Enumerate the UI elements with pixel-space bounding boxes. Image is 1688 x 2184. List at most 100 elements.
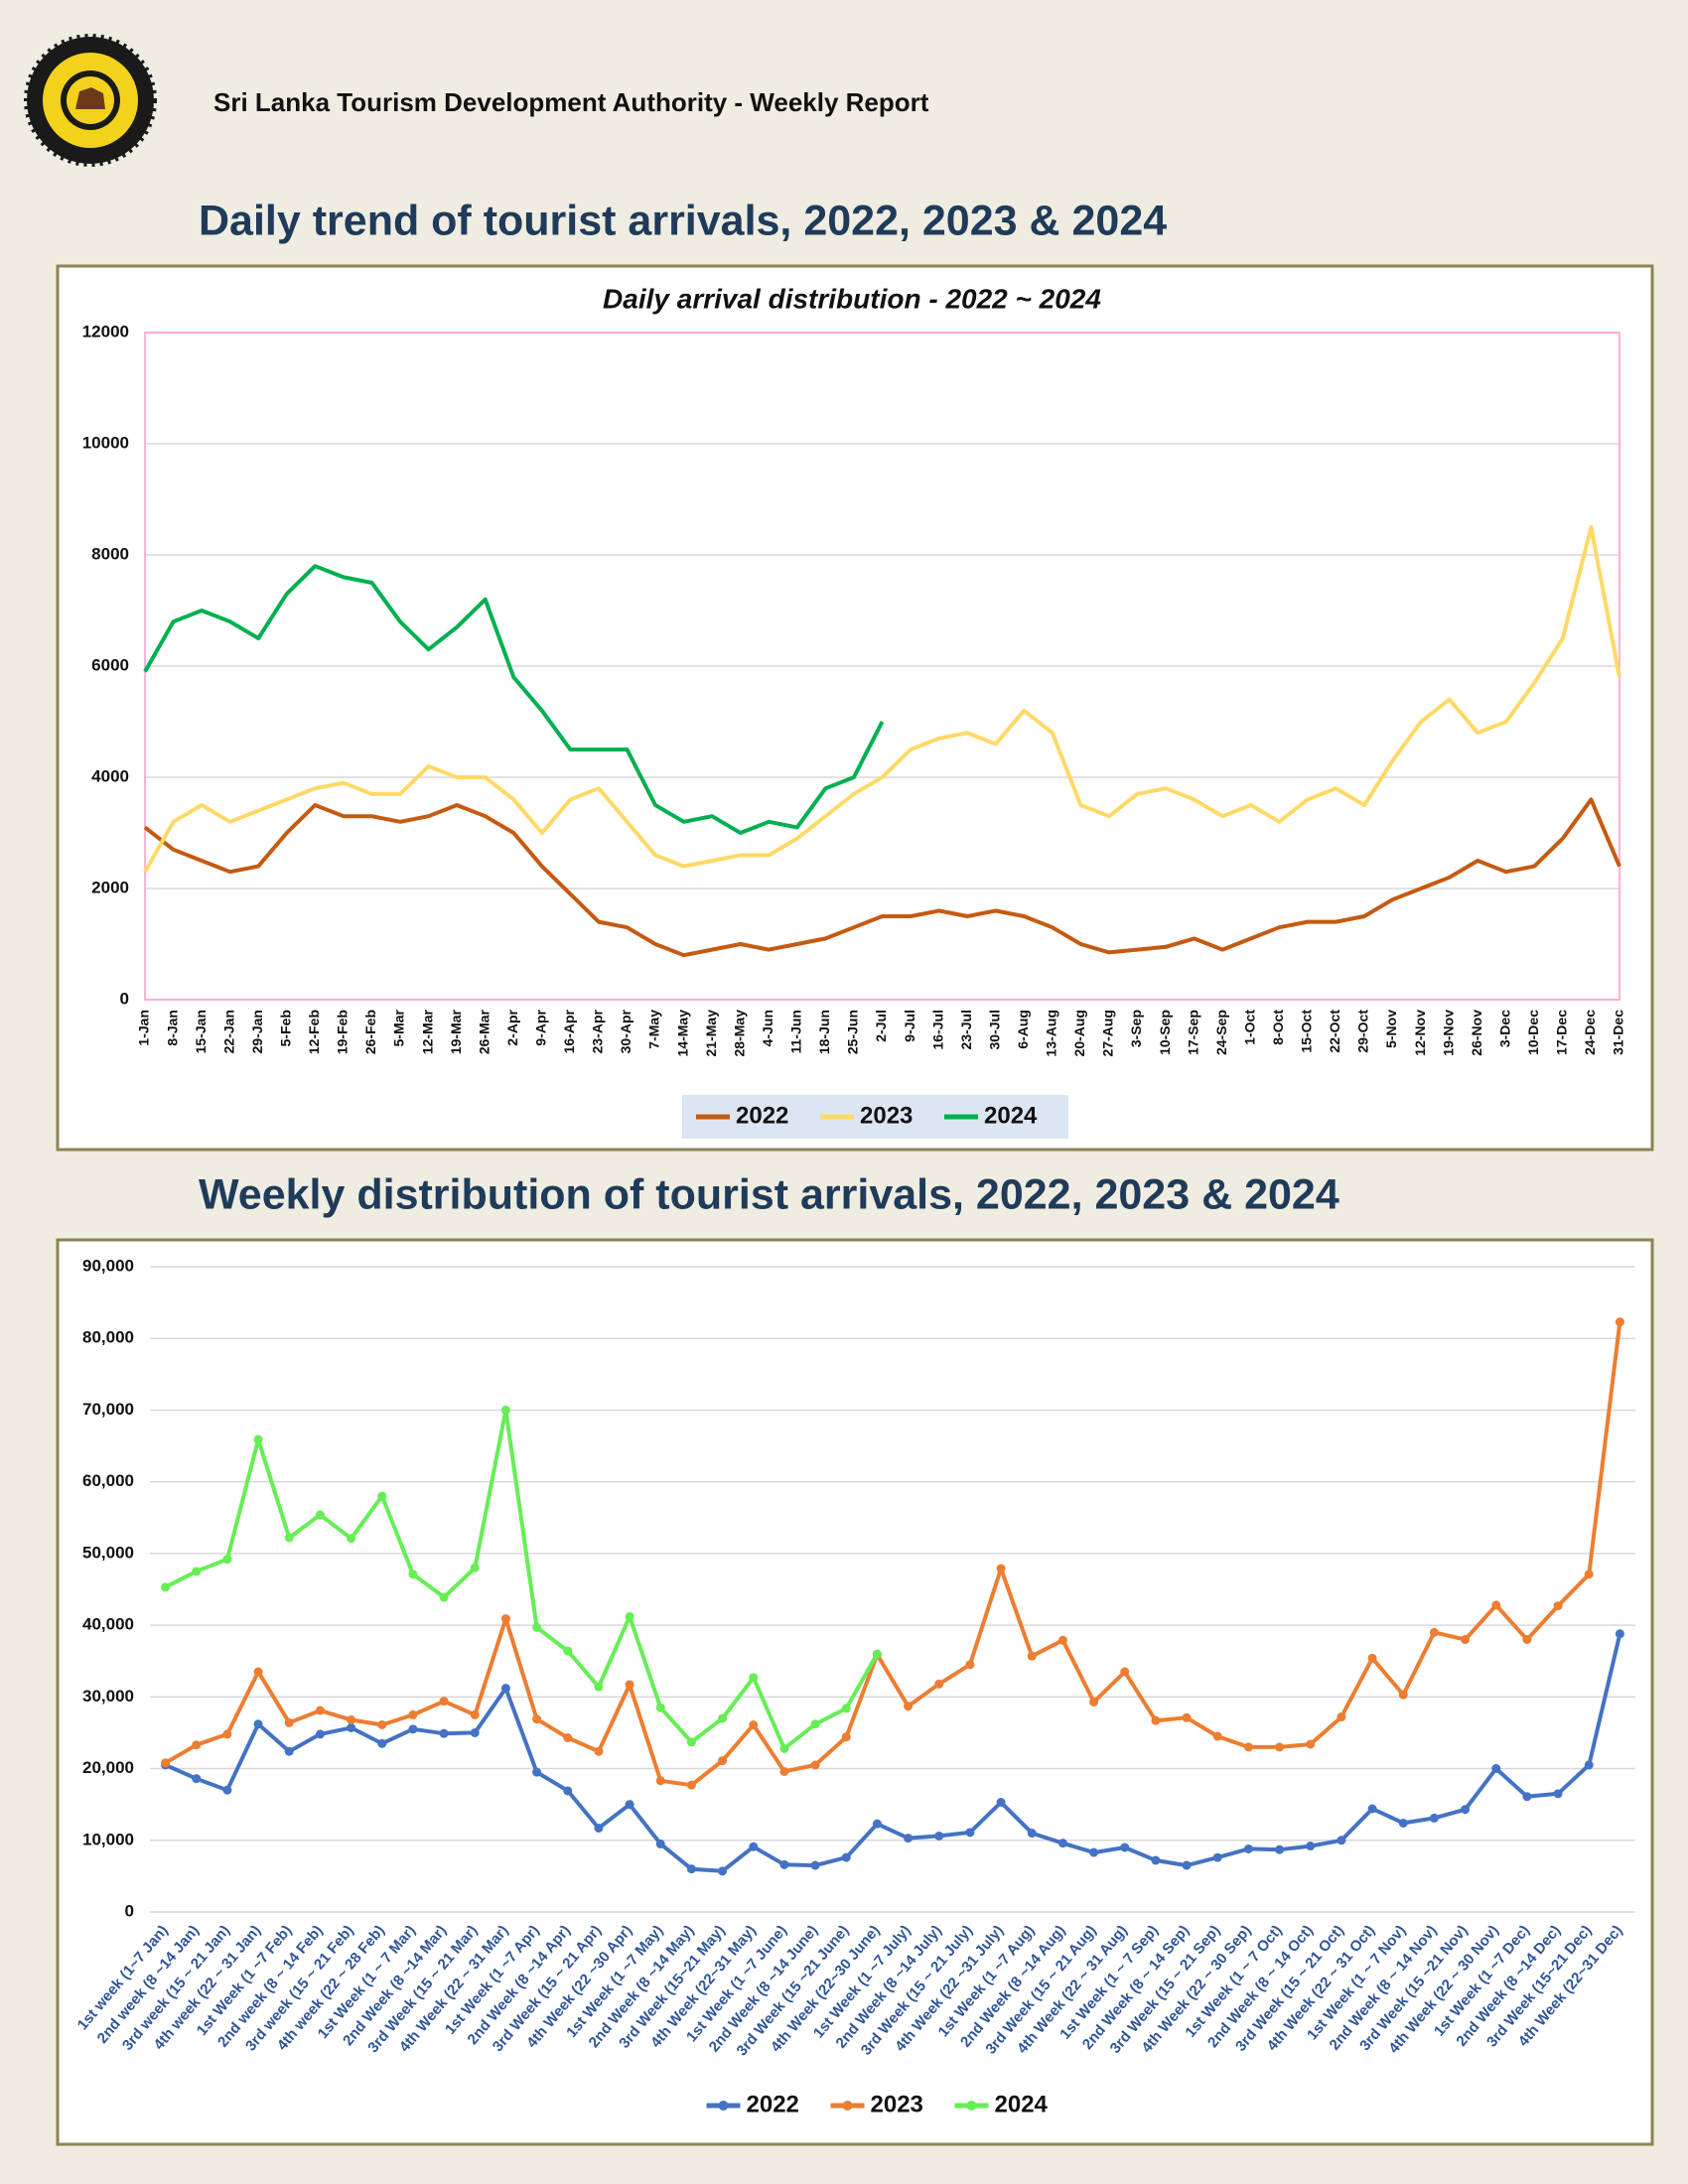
data-point	[470, 1727, 480, 1737]
x-tick-label: 26-Mar	[476, 1009, 492, 1054]
legend-marker	[966, 2101, 977, 2111]
data-point	[841, 1704, 851, 1713]
data-point	[594, 1824, 604, 1833]
plot-border	[144, 332, 1620, 1001]
x-tick-label: 16-Jul	[929, 1010, 945, 1049]
data-point	[222, 1785, 232, 1795]
x-tick-label: 2-Apr	[504, 1009, 520, 1045]
x-tick-label: 10-Sep	[1157, 1010, 1173, 1055]
y-tick-label: 80,000	[82, 1328, 134, 1347]
y-tick-label: 60,000	[82, 1471, 134, 1490]
x-tick-label: 19-Feb	[335, 1010, 351, 1054]
y-tick-label: 70,000	[82, 1400, 134, 1419]
data-point	[284, 1533, 294, 1543]
data-point	[1553, 1601, 1563, 1611]
series-line	[164, 1408, 880, 1751]
data-point	[532, 1622, 542, 1632]
data-point	[1336, 1836, 1346, 1845]
y-tick-label: 30,000	[82, 1687, 134, 1706]
x-tick-label: 1-Oct	[1241, 1010, 1257, 1045]
data-point	[192, 1774, 202, 1784]
data-point	[779, 1743, 789, 1753]
legend-label: 2022	[736, 1102, 788, 1129]
x-tick-label: 12-Feb	[306, 1010, 322, 1054]
data-point	[532, 1714, 542, 1724]
data-point	[1275, 1742, 1285, 1752]
data-point	[347, 1714, 356, 1724]
x-tick-label: 2-Jul	[873, 1010, 889, 1042]
data-point	[1522, 1792, 1532, 1802]
x-tick-label: 18-Jun	[816, 1010, 832, 1054]
data-point	[192, 1567, 202, 1576]
x-tick-label: 22-Oct	[1327, 1010, 1342, 1053]
series-line	[143, 797, 1621, 958]
x-tick-label: 3-Sep	[1128, 1010, 1144, 1047]
data-point	[315, 1729, 325, 1739]
data-point	[718, 1756, 728, 1766]
legend-box	[682, 1095, 1068, 1139]
data-point	[810, 1760, 820, 1770]
data-point	[779, 1859, 789, 1869]
data-point	[810, 1719, 820, 1729]
data-point	[377, 1738, 387, 1748]
x-tick-label: 30-Jul	[986, 1010, 1002, 1049]
data-point	[1553, 1789, 1563, 1799]
x-tick-label: 26-Nov	[1469, 1010, 1484, 1056]
data-point	[1120, 1667, 1130, 1677]
x-tick-label: 20-Aug	[1071, 1010, 1087, 1056]
data-point	[594, 1746, 604, 1756]
x-tick-label: 12-Mar	[419, 1009, 435, 1054]
x-tick-label: 9-Jul	[902, 1010, 917, 1042]
data-point	[1584, 1760, 1594, 1770]
data-point	[749, 1720, 759, 1729]
data-point	[841, 1732, 851, 1742]
data-point	[965, 1828, 975, 1838]
data-point	[1243, 1742, 1253, 1752]
x-tick-label: 19-Mar	[448, 1009, 464, 1054]
data-point	[934, 1831, 944, 1841]
data-point	[253, 1719, 263, 1729]
series-line	[143, 525, 1621, 874]
data-point	[1491, 1600, 1501, 1610]
x-tick-label: 8-Oct	[1270, 1010, 1286, 1045]
data-point	[1615, 1317, 1624, 1327]
series-line	[164, 1633, 1622, 1873]
data-point	[563, 1646, 573, 1656]
x-tick-label: 1-Jan	[136, 1010, 152, 1046]
chart-title: Daily arrival distribution - 2022 ~ 2024	[603, 283, 1101, 314]
x-tick-label: 5-Nov	[1383, 1010, 1399, 1048]
x-tick-label: 27-Aug	[1100, 1010, 1116, 1056]
x-tick-label: 12-Nov	[1412, 1010, 1428, 1056]
y-tick-label: 40,000	[82, 1615, 134, 1634]
x-tick-label: 31-Dec	[1611, 1010, 1626, 1055]
y-tick-label: 20,000	[82, 1758, 134, 1777]
data-point	[253, 1667, 263, 1677]
data-point	[347, 1534, 356, 1544]
data-point	[1027, 1829, 1037, 1839]
data-point	[904, 1834, 914, 1843]
data-point	[996, 1564, 1006, 1573]
x-tick-label: 7-May	[646, 1010, 662, 1049]
data-point	[500, 1614, 510, 1624]
x-tick-label: 29-Jan	[249, 1010, 265, 1053]
data-point	[563, 1786, 573, 1796]
data-point	[1461, 1635, 1471, 1645]
data-point	[192, 1740, 202, 1750]
data-point	[594, 1682, 604, 1692]
data-point	[686, 1780, 696, 1790]
data-point	[655, 1776, 665, 1786]
x-tick-label: 14-May	[674, 1010, 690, 1057]
legend-label: 2023	[871, 2091, 923, 2117]
x-tick-label: 29-Oct	[1355, 1010, 1371, 1053]
x-tick-label: 17-Dec	[1554, 1010, 1570, 1055]
x-tick-label: 16-Apr	[561, 1009, 577, 1053]
x-tick-label: 4-Jun	[760, 1010, 775, 1046]
x-tick-label: 24-Sep	[1213, 1010, 1229, 1055]
x-tick-label: 23-Apr	[590, 1009, 606, 1053]
data-point	[377, 1491, 387, 1501]
data-point	[1182, 1712, 1192, 1722]
data-point	[408, 1724, 418, 1734]
x-tick-label: 10-Dec	[1525, 1010, 1541, 1055]
x-tick-label: 23-Jul	[958, 1010, 974, 1049]
